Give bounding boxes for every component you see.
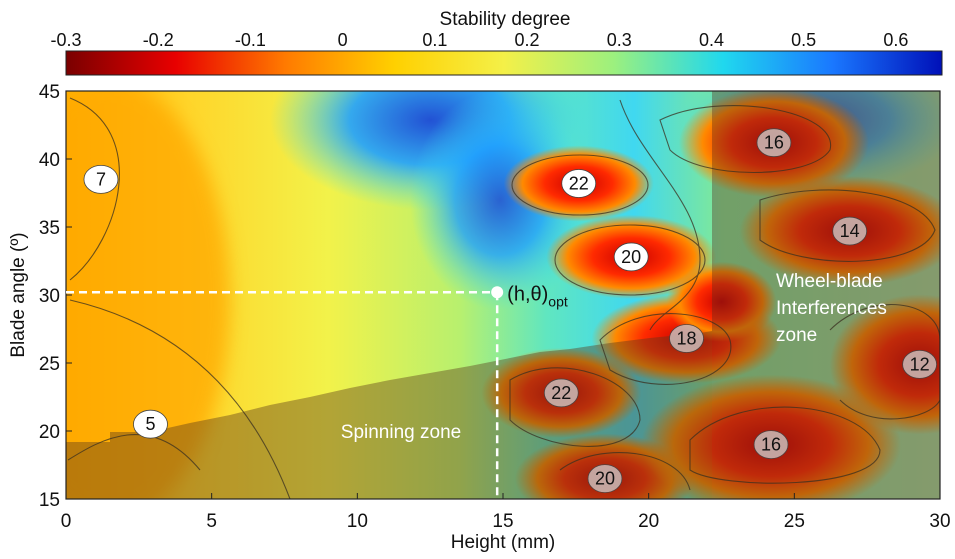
y-axis-label: Blade angle (º) <box>8 232 29 357</box>
interference-zone-label-line3: zone <box>776 325 817 346</box>
svg-text:12: 12 <box>910 354 930 374</box>
contour-label: 5 <box>133 410 167 438</box>
colorbar-tick-label: 0 <box>338 30 348 50</box>
contour-label: 20 <box>588 465 622 493</box>
x-tick-label: 30 <box>929 511 950 532</box>
y-tick-label: 35 <box>39 218 60 239</box>
svg-text:5: 5 <box>145 414 155 434</box>
contour-label: 18 <box>670 325 704 353</box>
contour-label: 12 <box>903 350 937 378</box>
colorbar-tick-label: -0.3 <box>50 30 81 50</box>
colorbar-tick-label: -0.2 <box>143 30 174 50</box>
svg-text:22: 22 <box>569 173 589 193</box>
svg-text:16: 16 <box>764 133 784 153</box>
svg-text:7: 7 <box>96 169 106 189</box>
x-tick-label: 0 <box>61 511 72 532</box>
x-tick-label: 5 <box>206 511 217 532</box>
svg-text:18: 18 <box>677 329 697 349</box>
contour-label: 20 <box>614 243 648 271</box>
x-tick-label: 20 <box>638 511 659 532</box>
y-tick-label: 45 <box>39 82 60 103</box>
y-tick-label: 25 <box>39 354 60 375</box>
interference-zone-label-line2: Interferences <box>776 298 887 319</box>
contour-label: 14 <box>833 217 867 245</box>
interference-zone-shade <box>712 91 940 499</box>
colorbar-tick-label: 0.5 <box>791 30 816 50</box>
svg-text:14: 14 <box>840 221 860 241</box>
spinning-zone-label: Spinning zone <box>341 422 461 443</box>
colorbar-tick-label: 0.2 <box>515 30 540 50</box>
colorbar <box>66 51 942 75</box>
colorbar-tick-label: 0.1 <box>422 30 447 50</box>
contour-label: 22 <box>544 379 578 407</box>
x-tick-label: 10 <box>347 511 368 532</box>
contour-label: 16 <box>757 129 791 157</box>
optimum-point <box>491 286 503 298</box>
svg-text:22: 22 <box>551 383 571 403</box>
colorbar-tick-label: 0.3 <box>607 30 632 50</box>
svg-text:20: 20 <box>621 247 641 267</box>
svg-text:20: 20 <box>595 469 615 489</box>
svg-text:16: 16 <box>761 435 781 455</box>
colorbar-label: Stability degree <box>440 9 571 30</box>
x-tick-label: 15 <box>492 511 513 532</box>
y-tick-label: 15 <box>39 490 60 511</box>
contour-label: 7 <box>84 165 118 193</box>
colorbar-tick-label: 0.6 <box>883 30 908 50</box>
x-tick-label: 25 <box>784 511 805 532</box>
contour-label: 22 <box>562 169 596 197</box>
y-tick-label: 20 <box>39 422 60 443</box>
y-tick-label: 30 <box>39 286 60 307</box>
interference-zone-label-line1: Wheel-blade <box>776 271 883 292</box>
contour-label: 16 <box>754 431 788 459</box>
colorbar-tick-label: 0.4 <box>699 30 724 50</box>
colorbar-tick-label: -0.1 <box>235 30 266 50</box>
x-axis-label: Height (mm) <box>451 532 556 553</box>
y-tick-label: 40 <box>39 150 60 171</box>
